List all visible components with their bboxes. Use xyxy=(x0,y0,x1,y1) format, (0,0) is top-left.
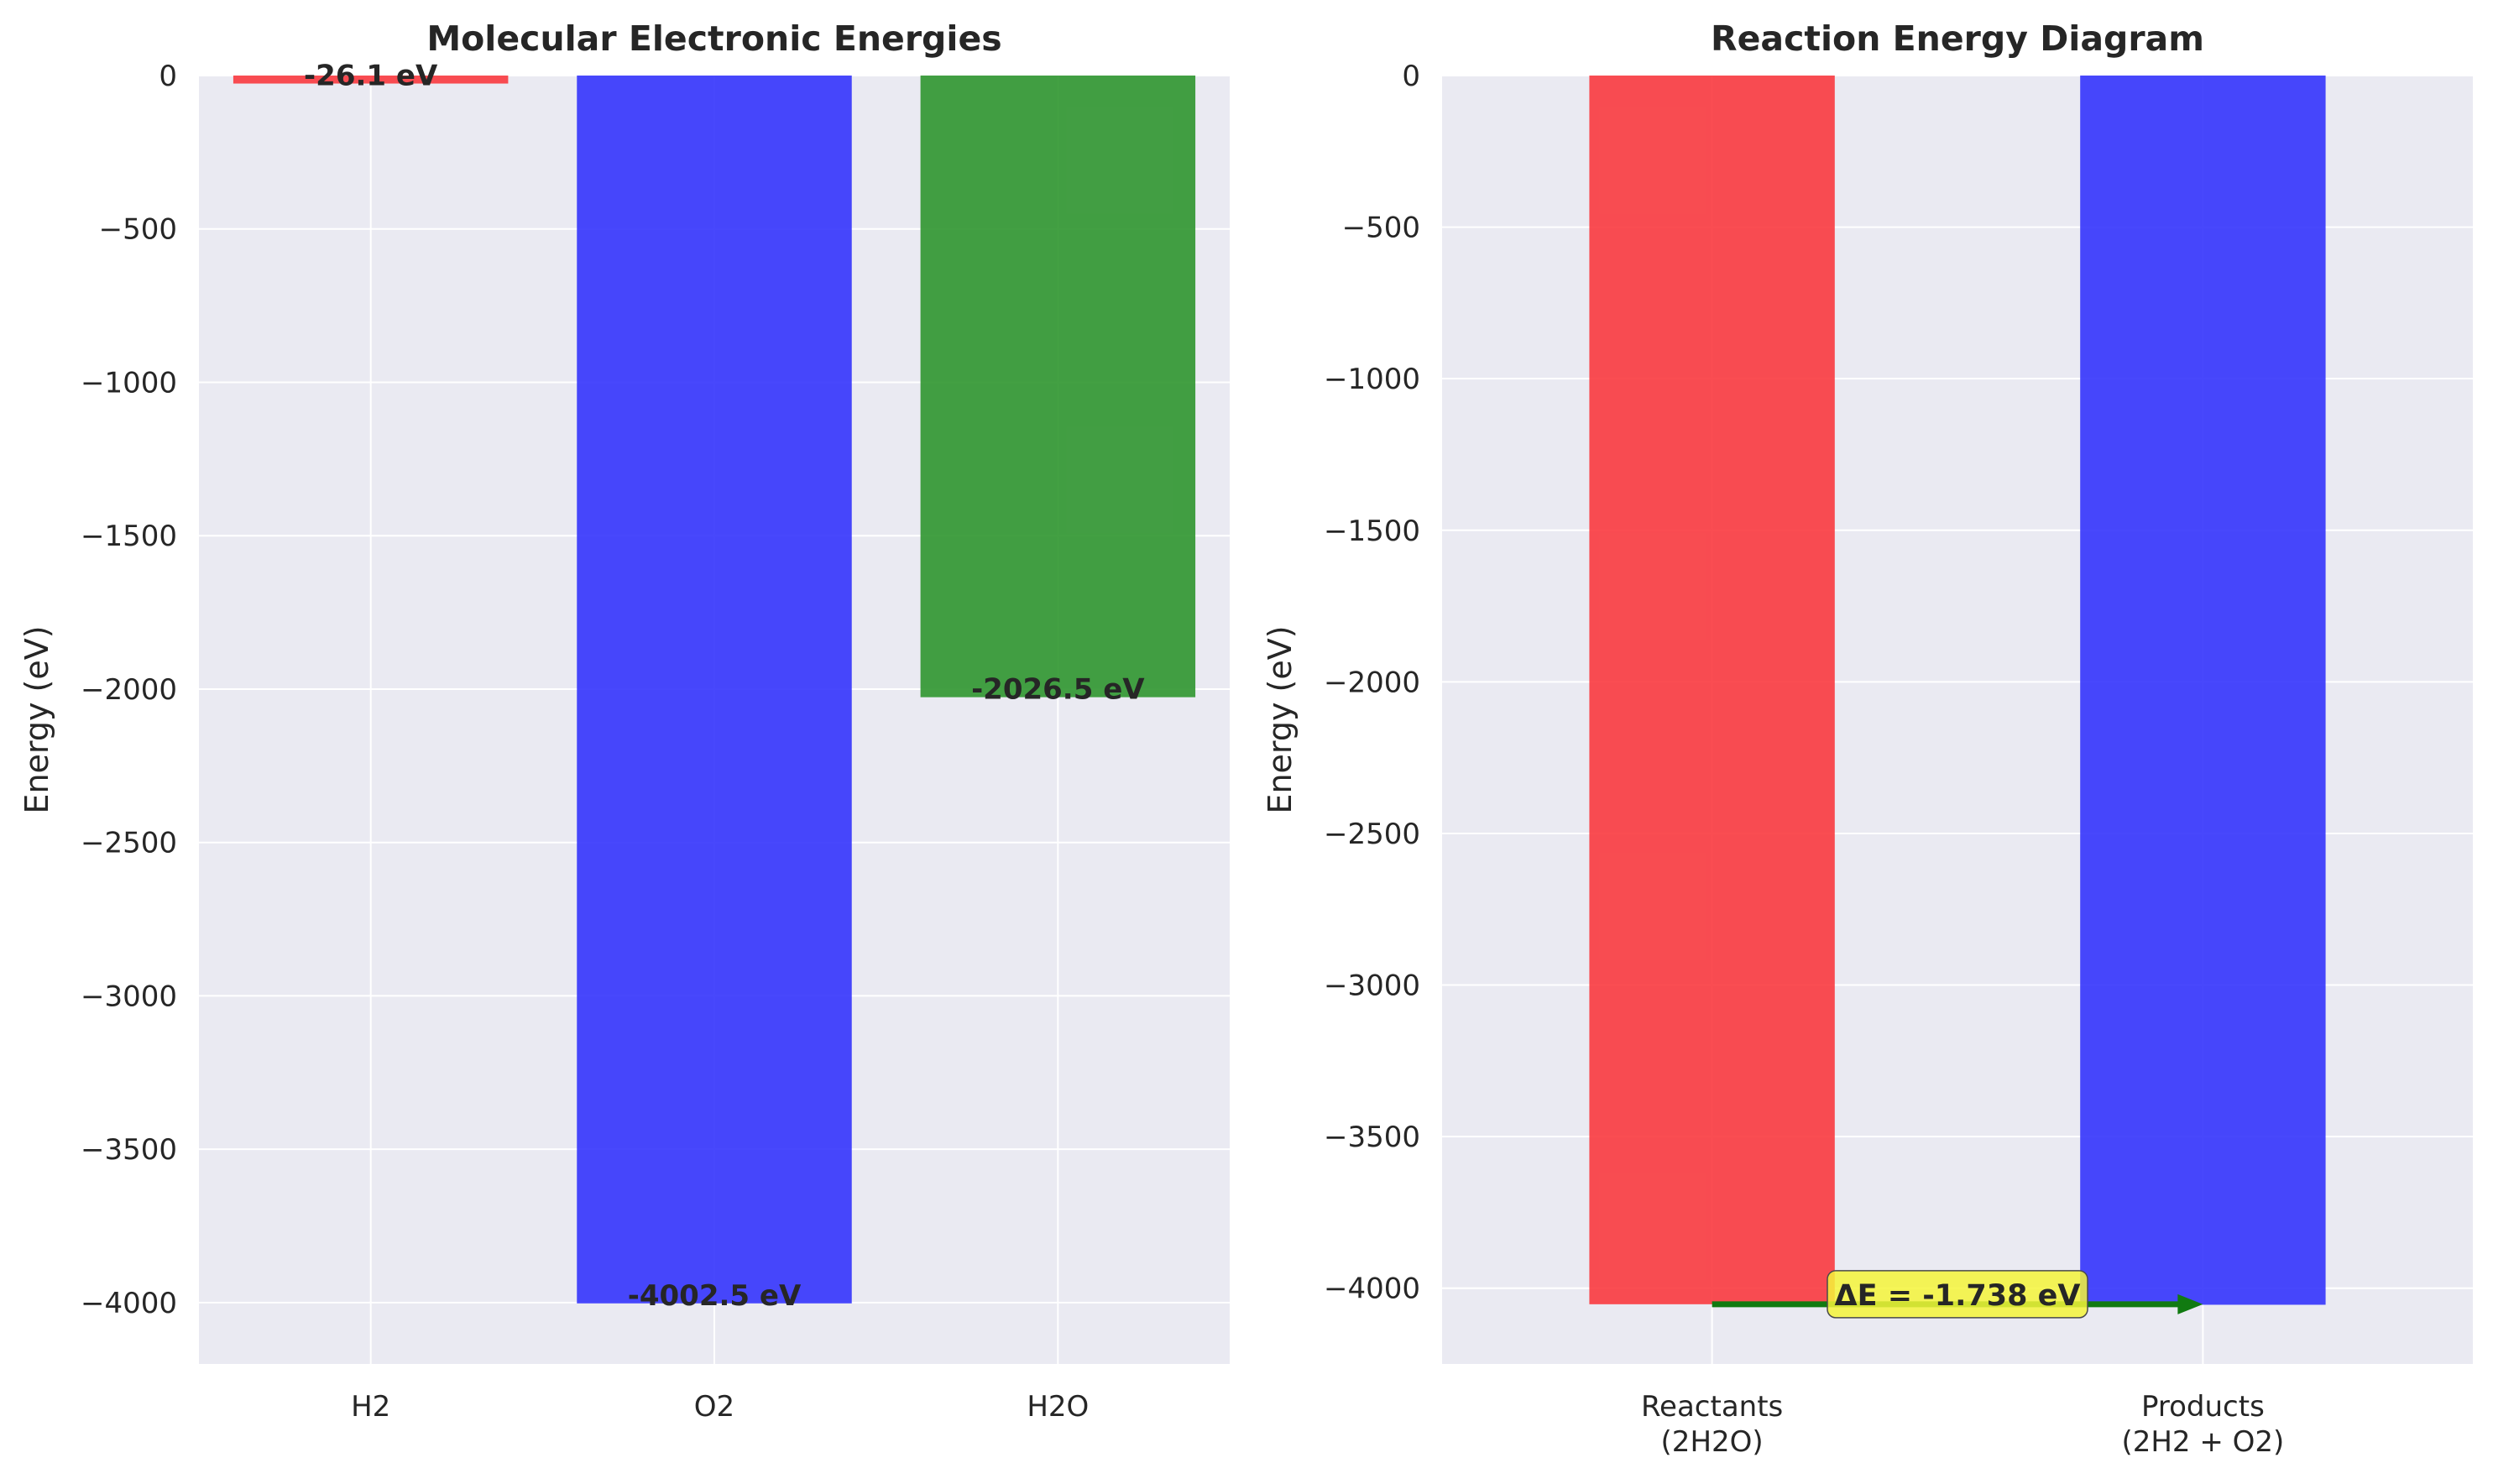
y-tick-label: −4000 xyxy=(81,1287,177,1320)
chart-title: Reaction Energy Diagram xyxy=(1711,18,2204,59)
bar-reactants xyxy=(1589,76,1835,1304)
y-tick-label: −2000 xyxy=(1324,666,1420,699)
y-tick-label: −1500 xyxy=(1324,515,1420,548)
y-axis-label: Energy (eV) xyxy=(1262,625,1299,813)
y-tick-label: −500 xyxy=(99,213,177,247)
reaction-energy-chart: 0 −500 −1000 −1500 −2000 −2500 −3000 −3500 −4000… xyxy=(1262,18,2473,1459)
bar-h2o xyxy=(920,76,1196,698)
y-tick-label: −3500 xyxy=(81,1133,177,1167)
delta-e-label: ΔE = -1.738 eV xyxy=(1835,1279,2081,1313)
y-tick-label: −500 xyxy=(1342,212,1420,245)
y-tick-label: −3000 xyxy=(81,980,177,1013)
bar-value-label: -2026.5 eV xyxy=(971,673,1145,707)
y-tick-label: −1500 xyxy=(81,520,177,553)
y-tick-label: −1000 xyxy=(81,366,177,400)
chart-title: Molecular Electronic Energies xyxy=(426,18,1001,59)
y-tick-label: −1000 xyxy=(1324,363,1420,396)
x-tick-label: (2H2O) xyxy=(1661,1425,1764,1459)
x-tick-label: (2H2 + O2) xyxy=(2121,1425,2284,1459)
molecular-energies-chart: 0 −500 −1000 −1500 −2000 −2500 −3000 −3500 −4000… xyxy=(18,18,1230,1424)
x-tick-label: H2 xyxy=(351,1390,390,1424)
y-axis-label: Energy (eV) xyxy=(18,625,55,813)
bar-h2 xyxy=(233,76,509,84)
x-tick-label: Reactants xyxy=(1641,1390,1783,1424)
bar-o2 xyxy=(577,76,852,1304)
delta-e-box xyxy=(1827,1270,2088,1319)
bar-value-label: -4002.5 eV xyxy=(628,1279,802,1313)
y-tick-label: −3000 xyxy=(1324,969,1420,1003)
x-tick-label: Products xyxy=(2141,1390,2265,1424)
y-tick-label: −3500 xyxy=(1324,1121,1420,1154)
y-tick-label: −2500 xyxy=(1324,818,1420,851)
y-tick-label: 0 xyxy=(1402,60,1420,93)
y-tick-label: −4000 xyxy=(1324,1272,1420,1306)
x-tick-label: O2 xyxy=(694,1390,734,1424)
bar-value-label: -26.1 eV xyxy=(304,60,438,93)
arrow-head-icon xyxy=(2177,1293,2203,1314)
y-tick-label: −2500 xyxy=(81,827,177,860)
y-tick-label: −2000 xyxy=(81,673,177,707)
bar-products xyxy=(2080,76,2326,1305)
x-tick-label: H2O xyxy=(1027,1390,1089,1424)
y-tick-label: 0 xyxy=(159,60,177,93)
